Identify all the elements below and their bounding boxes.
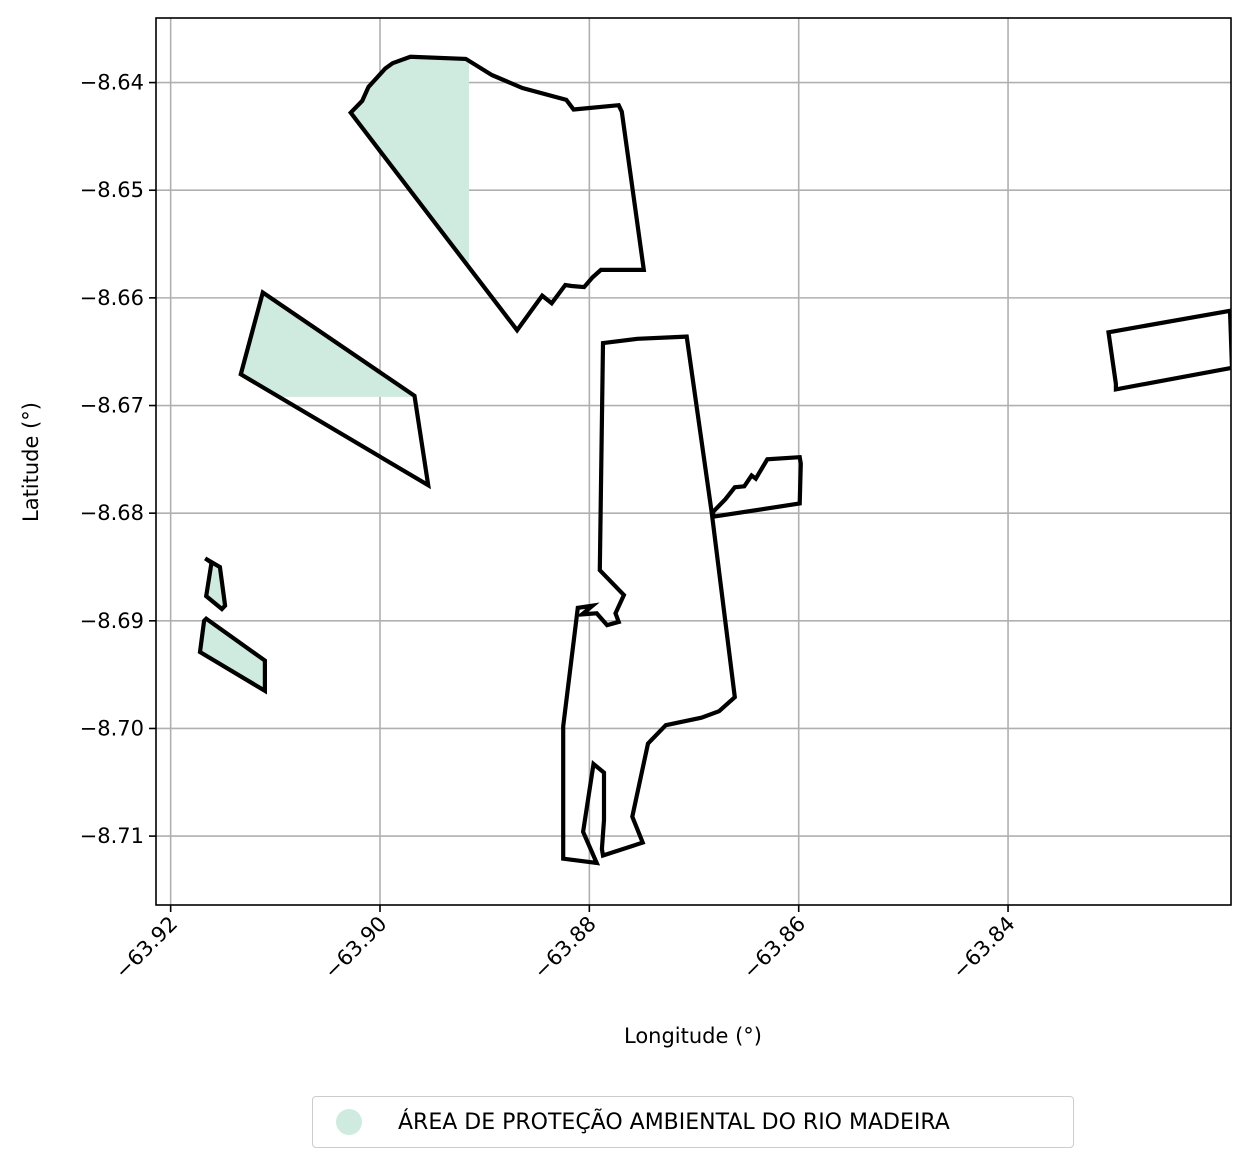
- y-tick-label: −8.64: [80, 71, 144, 95]
- legend-label: ÁREA DE PROTEÇÃO AMBIENTAL DO RIO MADEIR…: [398, 1109, 950, 1135]
- legend-swatch: [336, 1109, 362, 1135]
- x-tick-label: −63.92: [110, 912, 182, 984]
- north-parcel-outline: [347, 54, 647, 334]
- west-quadrilateral-fill: [240, 292, 415, 397]
- protected-area-fills: [200, 56, 469, 691]
- y-tick-label: −8.70: [80, 716, 144, 740]
- x-tick-label: −63.88: [529, 912, 601, 984]
- y-tick-label: −8.66: [80, 286, 144, 310]
- y-tick-label: −8.71: [80, 824, 144, 848]
- small-west-parcel-lower-outline: [197, 615, 267, 695]
- x-axis-title: Longitude (°): [624, 1024, 762, 1048]
- small-west-parcel-lower-fill: [200, 618, 265, 691]
- plot-frame: [155, 17, 1232, 906]
- legend: ÁREA DE PROTEÇÃO AMBIENTAL DO RIO MADEIR…: [312, 1096, 1074, 1148]
- x-tick-label: −63.90: [320, 912, 392, 984]
- y-tick-label: −8.68: [80, 501, 144, 525]
- x-tick-label: −63.84: [948, 912, 1020, 984]
- west-quadrilateral-outline: [238, 289, 431, 490]
- north-parcel-fill: [350, 56, 469, 268]
- y-axis-ticks: −8.64 −8.65 −8.66 −8.67 −8.68 −8.69 −8.70 −8.71: [80, 71, 156, 848]
- east-parcel-outline: [1106, 308, 1231, 392]
- small-west-parcel-upper-outline: [203, 556, 228, 612]
- central-parcel-outline: [561, 334, 803, 866]
- y-tick-label: −8.65: [80, 178, 144, 202]
- y-tick-label: −8.67: [80, 394, 144, 418]
- x-axis-ticks: −63.92 −63.90 −63.88 −63.86 −63.84: [110, 905, 1020, 984]
- parcel-outlines: [197, 54, 1231, 866]
- y-tick-label: −8.69: [80, 609, 144, 633]
- y-axis-title: Latitude (°): [19, 402, 43, 522]
- grid-lines: [156, 18, 1231, 905]
- x-tick-label: −63.86: [738, 912, 810, 984]
